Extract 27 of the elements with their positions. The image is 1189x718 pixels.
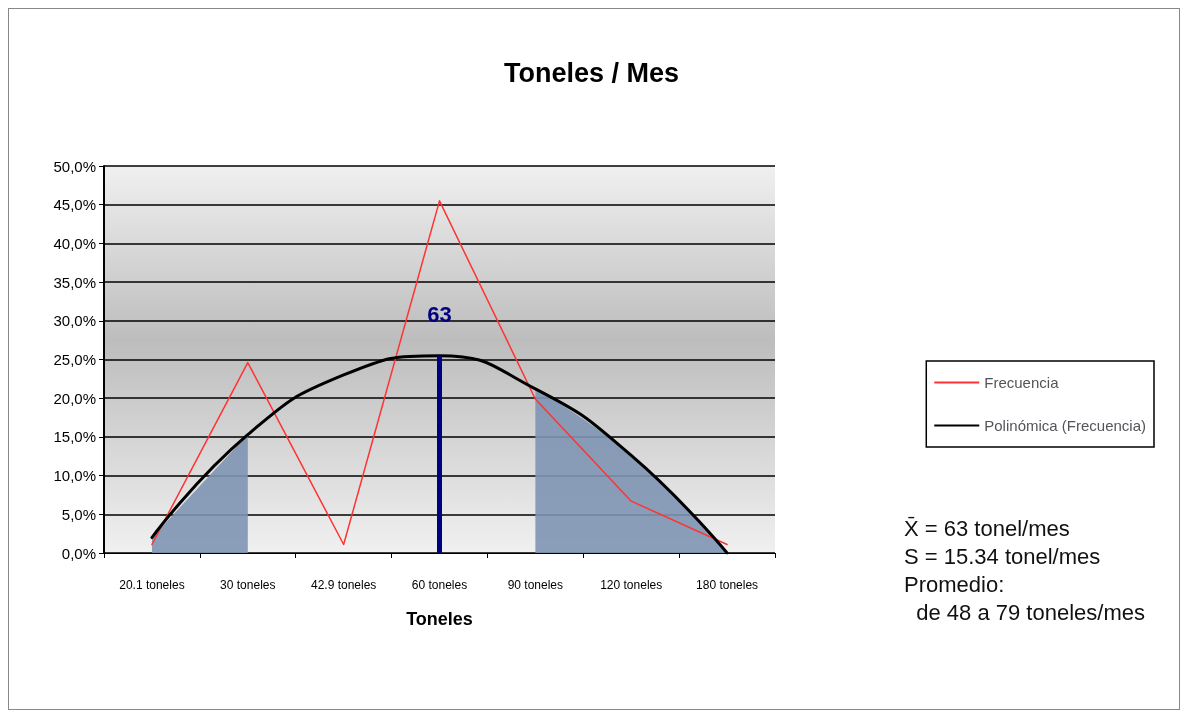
x-tick-label: 30 toneles (220, 578, 276, 592)
y-tick-label: 5,0% (61, 505, 96, 523)
text: X̄ = 63 tonel/mes (904, 515, 1070, 541)
x-tick-label: 120 toneles (600, 578, 663, 592)
text: de 48 a 79 toneles/mes (904, 599, 1145, 625)
y-tick-label: 10,0% (53, 467, 96, 485)
y-tick-label: 40,0% (53, 234, 96, 252)
y-tick-label: 20,0% (53, 389, 96, 407)
x-tick-label: 20.1 toneles (119, 578, 185, 592)
y-tick-label: 25,0% (53, 351, 96, 368)
y-tick-label: 45,0% (53, 196, 96, 214)
legend-label: Polinómica (Frecuencia) (984, 417, 1147, 434)
y-tick-label: 50,0% (53, 157, 96, 175)
text: Promedio: (904, 571, 1005, 597)
y-tick-label: 0,0% (61, 544, 96, 562)
legend-label: Frecuencia (984, 374, 1060, 391)
x-tick-label: 90 toneles (507, 578, 564, 592)
y-tick-label: 30,0% (53, 312, 96, 330)
text: S = 15.34 tonel/mes (904, 543, 1101, 569)
x-tick-label: 42.9 toneles (310, 578, 377, 592)
chart-title: Toneles / Mes (504, 57, 680, 88)
x-tick-label: 180 toneles (696, 578, 759, 592)
y-tick-label: 15,0% (53, 428, 96, 446)
y-tick-label: 35,0% (53, 273, 96, 291)
line-series (151, 200, 728, 546)
x-tick-label: 60 toneles (411, 578, 468, 592)
x-axis-title: Toneles (406, 609, 473, 629)
